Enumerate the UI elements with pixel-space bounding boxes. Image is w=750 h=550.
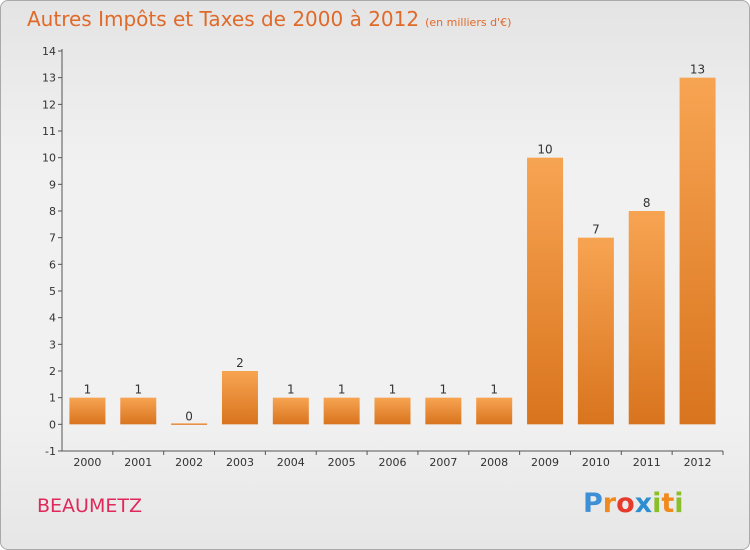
bar <box>69 397 106 425</box>
data-label: 13 <box>690 63 705 77</box>
y-tick-label: 12 <box>42 98 56 111</box>
bar <box>171 423 208 425</box>
x-tick-label: 2010 <box>582 456 610 469</box>
y-tick-label: 11 <box>42 125 56 138</box>
x-tick-label: 2004 <box>277 456 305 469</box>
y-tick-label: 5 <box>49 285 56 298</box>
bar <box>374 397 411 425</box>
y-tick-label: -1 <box>45 445 56 458</box>
data-label: 1 <box>134 383 142 397</box>
x-tick-label: 2000 <box>73 456 101 469</box>
data-label: 1 <box>287 383 295 397</box>
bar <box>272 397 309 425</box>
logo-letter: x <box>634 488 653 519</box>
bar <box>628 211 665 425</box>
data-label: 10 <box>537 143 552 157</box>
data-label: 1 <box>440 383 448 397</box>
x-tick-label: 2005 <box>328 456 356 469</box>
logo-letter: P <box>583 488 603 519</box>
bar <box>577 237 614 425</box>
x-tick-label: 2008 <box>480 456 508 469</box>
y-tick-label: 13 <box>42 72 56 85</box>
y-tick-label: 10 <box>42 152 56 165</box>
logo-letter: i <box>652 488 662 519</box>
chart-title: Autres Impôts et Taxes de 2000 à 2012 (en… <box>27 7 511 31</box>
chart-subtitle: (en milliers d'€) <box>425 16 512 29</box>
y-tick-label: 1 <box>49 392 56 405</box>
data-label: 2 <box>236 356 244 370</box>
bar <box>425 397 462 425</box>
y-tick-label: 3 <box>49 338 56 351</box>
y-tick-label: 7 <box>49 232 56 245</box>
x-tick-label: 2007 <box>429 456 457 469</box>
bar <box>323 397 360 425</box>
y-tick-label: 14 <box>42 45 56 58</box>
proxiti-logo: Proxiti <box>583 488 684 519</box>
y-tick-label: 8 <box>49 205 56 218</box>
bar <box>120 397 157 425</box>
x-tick-label: 2003 <box>226 456 254 469</box>
logo-letter: t <box>661 488 675 519</box>
y-tick-label: 9 <box>49 178 56 191</box>
chart-title-text: Autres Impôts et Taxes de 2000 à 2012 <box>27 7 420 31</box>
y-tick-label: 2 <box>49 365 56 378</box>
data-label: 1 <box>389 383 397 397</box>
commune-name: BEAUMETZ <box>37 495 142 517</box>
x-tick-label: 2002 <box>175 456 203 469</box>
y-tick-label: 4 <box>49 312 56 325</box>
data-label: 7 <box>592 223 600 237</box>
x-tick-label: 2006 <box>379 456 407 469</box>
bar <box>527 157 564 425</box>
x-tick-label: 2012 <box>684 456 712 469</box>
data-label: 1 <box>84 383 92 397</box>
data-label: 1 <box>490 383 498 397</box>
logo-letter: i <box>674 488 684 519</box>
data-label: 8 <box>643 196 651 210</box>
y-tick-label: 0 <box>49 418 56 431</box>
bar <box>221 371 258 425</box>
logo-letter: o <box>616 488 635 519</box>
bar <box>679 77 716 425</box>
data-label: 1 <box>338 383 346 397</box>
x-tick-label: 2011 <box>633 456 661 469</box>
bar <box>476 397 513 425</box>
data-label: 0 <box>185 409 193 423</box>
logo-letter: r <box>602 488 617 519</box>
x-tick-label: 2009 <box>531 456 559 469</box>
y-tick-label: 6 <box>49 258 56 271</box>
x-tick-label: 2001 <box>124 456 152 469</box>
